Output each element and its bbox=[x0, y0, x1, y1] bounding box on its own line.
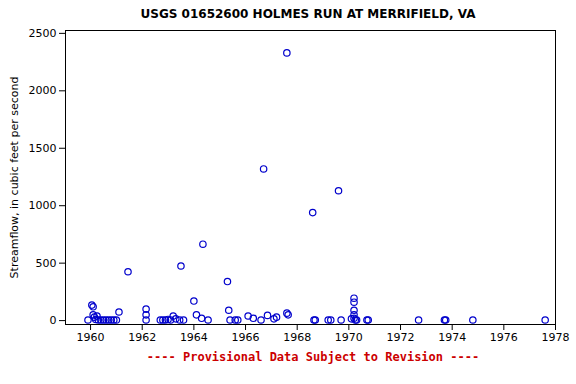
svg-text:1970: 1970 bbox=[335, 331, 363, 344]
svg-text:1978: 1978 bbox=[542, 331, 570, 344]
svg-text:1500: 1500 bbox=[29, 142, 57, 155]
svg-text:1968: 1968 bbox=[283, 331, 311, 344]
html-text:---- Provisional Data Subject: ---- Provisional Data Subject to Revisio… bbox=[146, 350, 480, 364]
html-text:USGS 01652600 HOLMES RUN AT ME: USGS 01652600 HOLMES RUN AT MERRIFIELD, … bbox=[140, 7, 476, 21]
svg-text:2000: 2000 bbox=[29, 84, 57, 97]
svg-text:1000: 1000 bbox=[29, 199, 57, 212]
svg-text:1974: 1974 bbox=[438, 331, 466, 344]
svg-text:1962: 1962 bbox=[128, 331, 156, 344]
svg-text:1966: 1966 bbox=[232, 331, 260, 344]
svg-text:2500: 2500 bbox=[29, 27, 57, 40]
svg-text:0: 0 bbox=[50, 314, 57, 327]
svg-text:Streamflow, in cubic feet per: Streamflow, in cubic feet per second bbox=[8, 77, 21, 279]
svg-text:500: 500 bbox=[36, 257, 57, 270]
svg-text:1972: 1972 bbox=[387, 331, 415, 344]
svg-text:1960: 1960 bbox=[77, 331, 105, 344]
svg-text:1976: 1976 bbox=[490, 331, 518, 344]
svg-text:1964: 1964 bbox=[180, 331, 208, 344]
